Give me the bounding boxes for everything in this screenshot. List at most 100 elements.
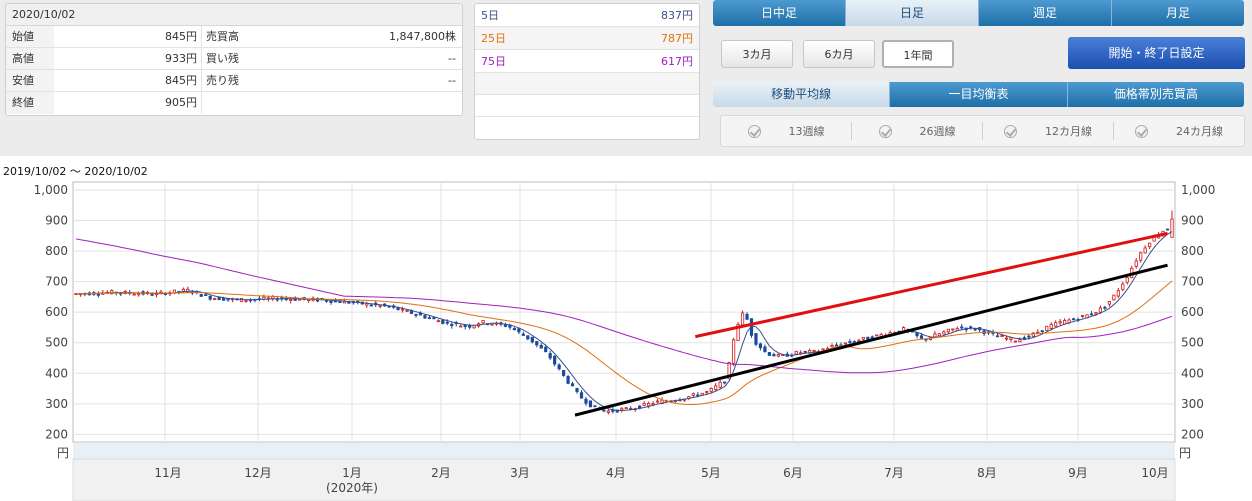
x-axis-strip-top: [73, 443, 1175, 459]
x-tick-label: 3月: [510, 466, 530, 480]
buy-balance-value: --: [448, 52, 456, 65]
line-options: 13週線 26週線 12カ月線 24カ月線: [720, 115, 1245, 147]
tab-monthly[interactable]: 月足: [1112, 0, 1244, 26]
candle-body: [843, 342, 848, 345]
candle-body: [767, 352, 771, 356]
y-tick-label-right: 500: [1181, 336, 1204, 350]
candle-body: [1134, 260, 1138, 267]
candle-body: [181, 288, 185, 292]
x-tick-label: 4月: [606, 466, 626, 480]
candle-body: [338, 301, 342, 303]
candle-body: [1018, 339, 1022, 343]
candle-body: [459, 325, 463, 328]
period-tabs: 日中足 日足 週足 月足: [713, 0, 1244, 26]
candle-body: [1049, 324, 1053, 329]
tab-volume-by-price[interactable]: 価格帯別売買高: [1067, 82, 1244, 107]
range-6m-button[interactable]: 6カ月: [803, 40, 875, 68]
candle-body: [432, 317, 436, 320]
x-tick-label: 12月: [244, 466, 271, 480]
tab-intraday[interactable]: 日中足: [713, 0, 846, 26]
candle-body: [1107, 301, 1111, 305]
candle-body: [848, 341, 852, 343]
x-tick-label: 10月: [1141, 466, 1168, 480]
candle-body: [1040, 330, 1044, 333]
unit-label-left: 円: [57, 446, 69, 460]
candle-body: [96, 293, 100, 296]
candle-body: [396, 307, 400, 311]
y-tick-label-left: 800: [45, 244, 68, 258]
option-24-month-label: 24カ月線: [1176, 125, 1223, 138]
candle-body: [736, 324, 740, 341]
range-1y-button[interactable]: 1年間: [882, 40, 954, 68]
range-3m-button[interactable]: 3カ月: [721, 40, 793, 68]
ma-row-25: 25日 787円: [475, 27, 699, 50]
ma-line-25日: [75, 280, 1173, 405]
option-12-month[interactable]: 12カ月線: [983, 122, 1114, 140]
ma-blank-row: [475, 73, 699, 95]
option-26-week[interactable]: 26週線: [852, 122, 983, 140]
x-tick-label: 8月: [977, 466, 997, 480]
candle-body: [423, 315, 427, 319]
x-tick-label: 9月: [1068, 466, 1088, 480]
tab-moving-average[interactable]: 移動平均線: [713, 82, 891, 107]
option-24-month[interactable]: 24カ月線: [1114, 122, 1244, 140]
x-year-label: (2020年): [326, 481, 378, 495]
trendline: [694, 231, 1168, 339]
candle-body: [606, 410, 610, 413]
candle-body: [557, 364, 561, 370]
option-13-week-label: 13週線: [788, 125, 825, 138]
candle-body: [570, 383, 575, 387]
option-13-week[interactable]: 13週線: [721, 122, 852, 140]
ma-25-label: 25日: [481, 32, 506, 45]
date-range-button[interactable]: 開始・終了日設定: [1068, 37, 1245, 69]
candle-body: [535, 341, 539, 346]
tab-daily[interactable]: 日足: [846, 0, 979, 26]
sell-balance-value: --: [448, 74, 456, 87]
candle-body: [696, 394, 700, 397]
candle-body: [539, 344, 543, 349]
check-icon: [1135, 124, 1148, 138]
candle-body: [1139, 252, 1143, 261]
ma-75-value: 617円: [661, 55, 693, 68]
candle-body: [1031, 332, 1035, 337]
candle-body: [441, 319, 445, 324]
open-label: 始値: [6, 26, 54, 47]
candle-body: [400, 308, 405, 311]
candle-body: [821, 348, 825, 351]
check-icon: [878, 124, 892, 138]
candle-body: [1045, 325, 1049, 331]
tab-ichimoku[interactable]: 一目均衡表: [890, 82, 1068, 107]
candle-body: [575, 388, 579, 392]
candle-body: [857, 339, 861, 342]
candle-body: [830, 344, 834, 348]
close-label: 終値: [6, 92, 54, 114]
candle-body: [740, 312, 745, 326]
candle-body: [490, 323, 494, 326]
ma-75-label: 75日: [481, 55, 506, 68]
candle-body: [566, 376, 570, 384]
candle-body: [1121, 283, 1125, 290]
candle-body: [718, 381, 722, 388]
candle-body: [1143, 247, 1147, 254]
candle-body: [213, 298, 217, 300]
candle-body: [727, 362, 731, 380]
y-tick-label-right: 800: [1181, 244, 1204, 258]
ma-line-75日: [75, 238, 1173, 374]
candle-body: [289, 299, 293, 301]
candle-body: [369, 304, 373, 307]
candle-body: [526, 335, 530, 340]
y-tick-label-left: 300: [45, 397, 68, 411]
candle-body: [132, 293, 136, 296]
moving-average-panel: 5日 837円 25日 787円 75日 617円: [474, 3, 700, 140]
tab-weekly[interactable]: 週足: [979, 0, 1112, 26]
candle-body: [642, 403, 646, 406]
candle-body: [204, 294, 208, 297]
candle-body: [691, 393, 695, 396]
candle-body: [1165, 228, 1170, 231]
candle-body: [544, 346, 548, 353]
info-row-open: 始値 845円 売買高 1,847,800株: [6, 26, 462, 48]
y-tick-label-left: 900: [45, 214, 68, 228]
chart-svg: 200 200 300 300 400 400 500 500 600 600 700 700 800 8…: [34, 181, 1215, 501]
y-tick-label-right: 1,000: [1181, 183, 1215, 197]
candle-body: [1125, 277, 1129, 283]
